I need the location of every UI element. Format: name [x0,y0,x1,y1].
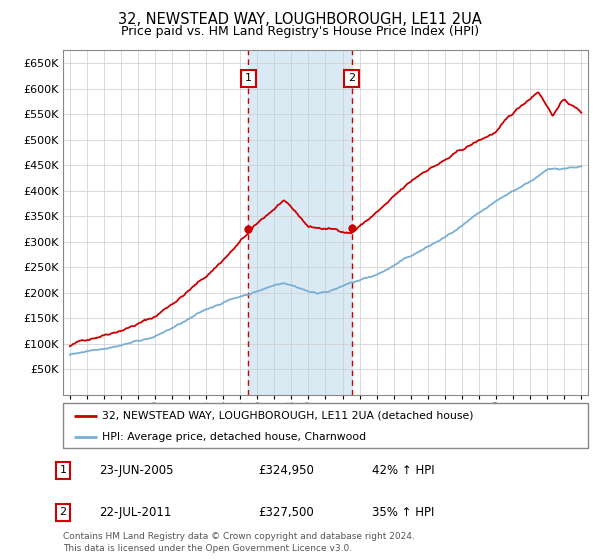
Text: 35% ↑ HPI: 35% ↑ HPI [372,506,434,519]
Text: 32, NEWSTEAD WAY, LOUGHBOROUGH, LE11 2UA (detached house): 32, NEWSTEAD WAY, LOUGHBOROUGH, LE11 2UA… [103,410,474,421]
Text: 23-JUN-2005: 23-JUN-2005 [99,464,173,477]
Bar [248,50,352,395]
Text: 42% ↑ HPI: 42% ↑ HPI [372,464,434,477]
FancyBboxPatch shape [63,403,588,448]
Text: 1: 1 [245,73,252,83]
Text: 2: 2 [349,73,355,83]
Text: 22-JUL-2011: 22-JUL-2011 [99,506,172,519]
Text: 1: 1 [59,465,67,475]
Text: HPI: Average price, detached house, Charnwood: HPI: Average price, detached house, Char… [103,432,367,442]
Text: £324,950: £324,950 [258,464,314,477]
Text: 2: 2 [59,507,67,517]
Text: 32, NEWSTEAD WAY, LOUGHBOROUGH, LE11 2UA: 32, NEWSTEAD WAY, LOUGHBOROUGH, LE11 2UA [118,12,482,27]
Text: £327,500: £327,500 [258,506,314,519]
Text: Price paid vs. HM Land Registry's House Price Index (HPI): Price paid vs. HM Land Registry's House … [121,25,479,38]
Text: Contains HM Land Registry data © Crown copyright and database right 2024.
This d: Contains HM Land Registry data © Crown c… [63,533,415,553]
